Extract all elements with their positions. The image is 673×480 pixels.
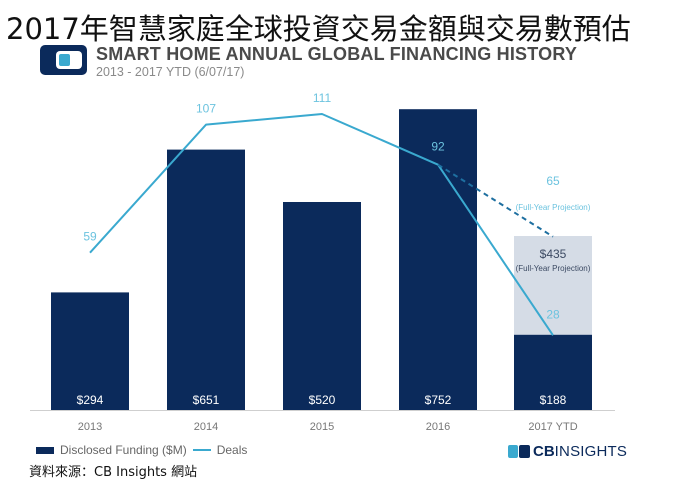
legend-deals-label: Deals [216,443,248,457]
funding-bar [399,109,477,410]
funding-bar [514,334,592,410]
cb-insights-brand: CB INSIGHTS [508,443,627,460]
legend: Disclosed Funding ($M) Deals [36,443,247,457]
legend-funding-label: Disclosed Funding ($M) [60,443,187,457]
deals-label: 28 [546,307,560,321]
funding-bar [51,292,129,410]
funding-bar-label: $752 [425,393,452,407]
funding-bar-label: $520 [309,393,336,407]
deals-label: 59 [83,230,97,244]
cb-insights-mark-icon [508,445,530,458]
x-tick-label: 2016 [426,421,450,433]
x-tick-label: 2013 [78,421,102,433]
brand-insights: INSIGHTS [554,443,628,460]
deals-line [89,113,554,336]
chinese-title: 2017年智慧家庭全球投資交易金額與交易數預估 [6,12,631,46]
funding-bar-label: $294 [77,393,104,407]
funding-bar-label: $188 [540,393,567,407]
projection-funding-label: $435 [540,247,567,261]
chart-subtitle: 2013 - 2017 YTD (6/07/17) [96,65,245,79]
projection-funding-note: (Full-Year Projection) [516,264,591,273]
source-note: 資料來源：CB Insights 網站 [29,465,198,480]
legend-deals-swatch [192,449,211,451]
brand-cb: CB [533,443,555,460]
x-tick-label: 2015 [310,421,334,433]
legend-funding-swatch [36,446,54,454]
deals-label: 92 [431,140,445,154]
funding-bar [283,202,361,410]
cb-logo-icon [40,45,87,75]
deals-label: 111 [313,91,332,105]
funding-bar-label: $651 [193,393,220,407]
x-tick-label: 2017 YTD [528,421,577,433]
projection-deals-note: (Full-Year Projection) [516,203,591,212]
funding-bar [167,149,245,410]
projection-deals-label: 65 [546,174,560,188]
deals-label: 107 [196,102,216,116]
chart-title: SMART HOME ANNUAL GLOBAL FINANCING HISTO… [96,44,578,64]
x-tick-label: 2014 [194,421,218,433]
deals-projection-line [437,163,554,238]
